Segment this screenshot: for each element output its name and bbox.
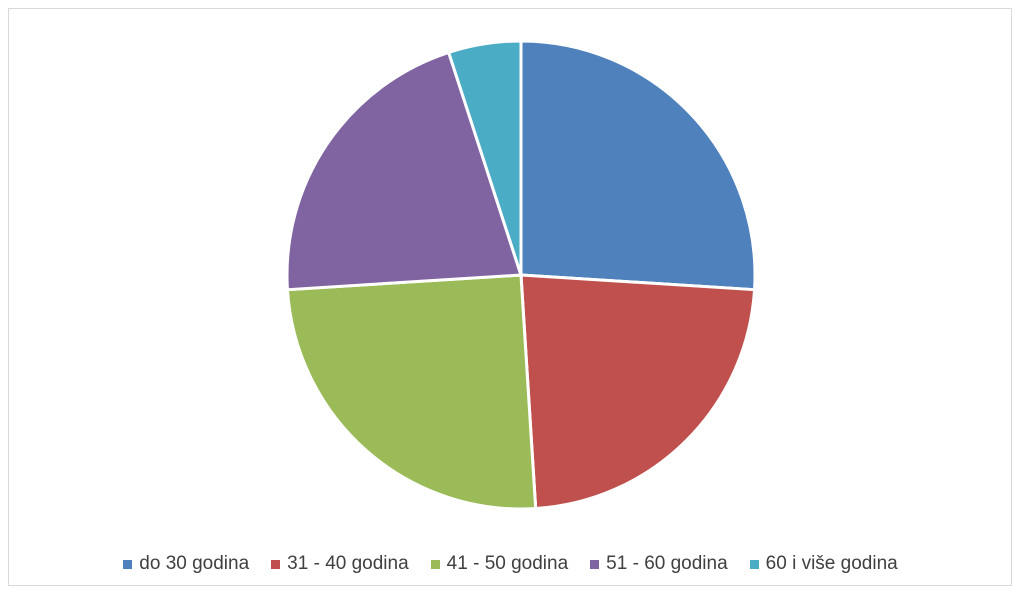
pie-slice-2 <box>519 273 757 511</box>
legend-item-5: 60 i više godina <box>749 553 898 575</box>
legend-item-1: do 30 godina <box>123 553 249 575</box>
legend-swatch <box>430 559 440 569</box>
pie-slice-1 <box>519 39 757 292</box>
legend-item-4: 51 - 60 godina <box>590 553 728 575</box>
legend-label: do 30 godina <box>139 553 250 574</box>
legend-label: 41 - 50 godina <box>446 553 569 574</box>
legend-swatch <box>271 559 281 569</box>
legend-swatch <box>123 559 133 569</box>
legend-swatch <box>749 559 759 569</box>
legend-label: 60 i više godina <box>765 553 898 574</box>
legend-item-3: 41 - 50 godina <box>430 553 569 575</box>
pie-slice-4 <box>285 50 523 292</box>
legend-item-2: 31 - 40 godina <box>271 553 409 575</box>
pie-slice-5 <box>447 39 523 277</box>
legend-swatch <box>590 559 600 569</box>
legend: do 30 godina 31 - 40 godina 41 - 50 godina… <box>0 552 1021 576</box>
legend-label: 31 - 40 godina <box>287 553 409 574</box>
legend-label: 51 - 60 godina <box>606 553 728 574</box>
pie-slice-3 <box>285 273 538 511</box>
